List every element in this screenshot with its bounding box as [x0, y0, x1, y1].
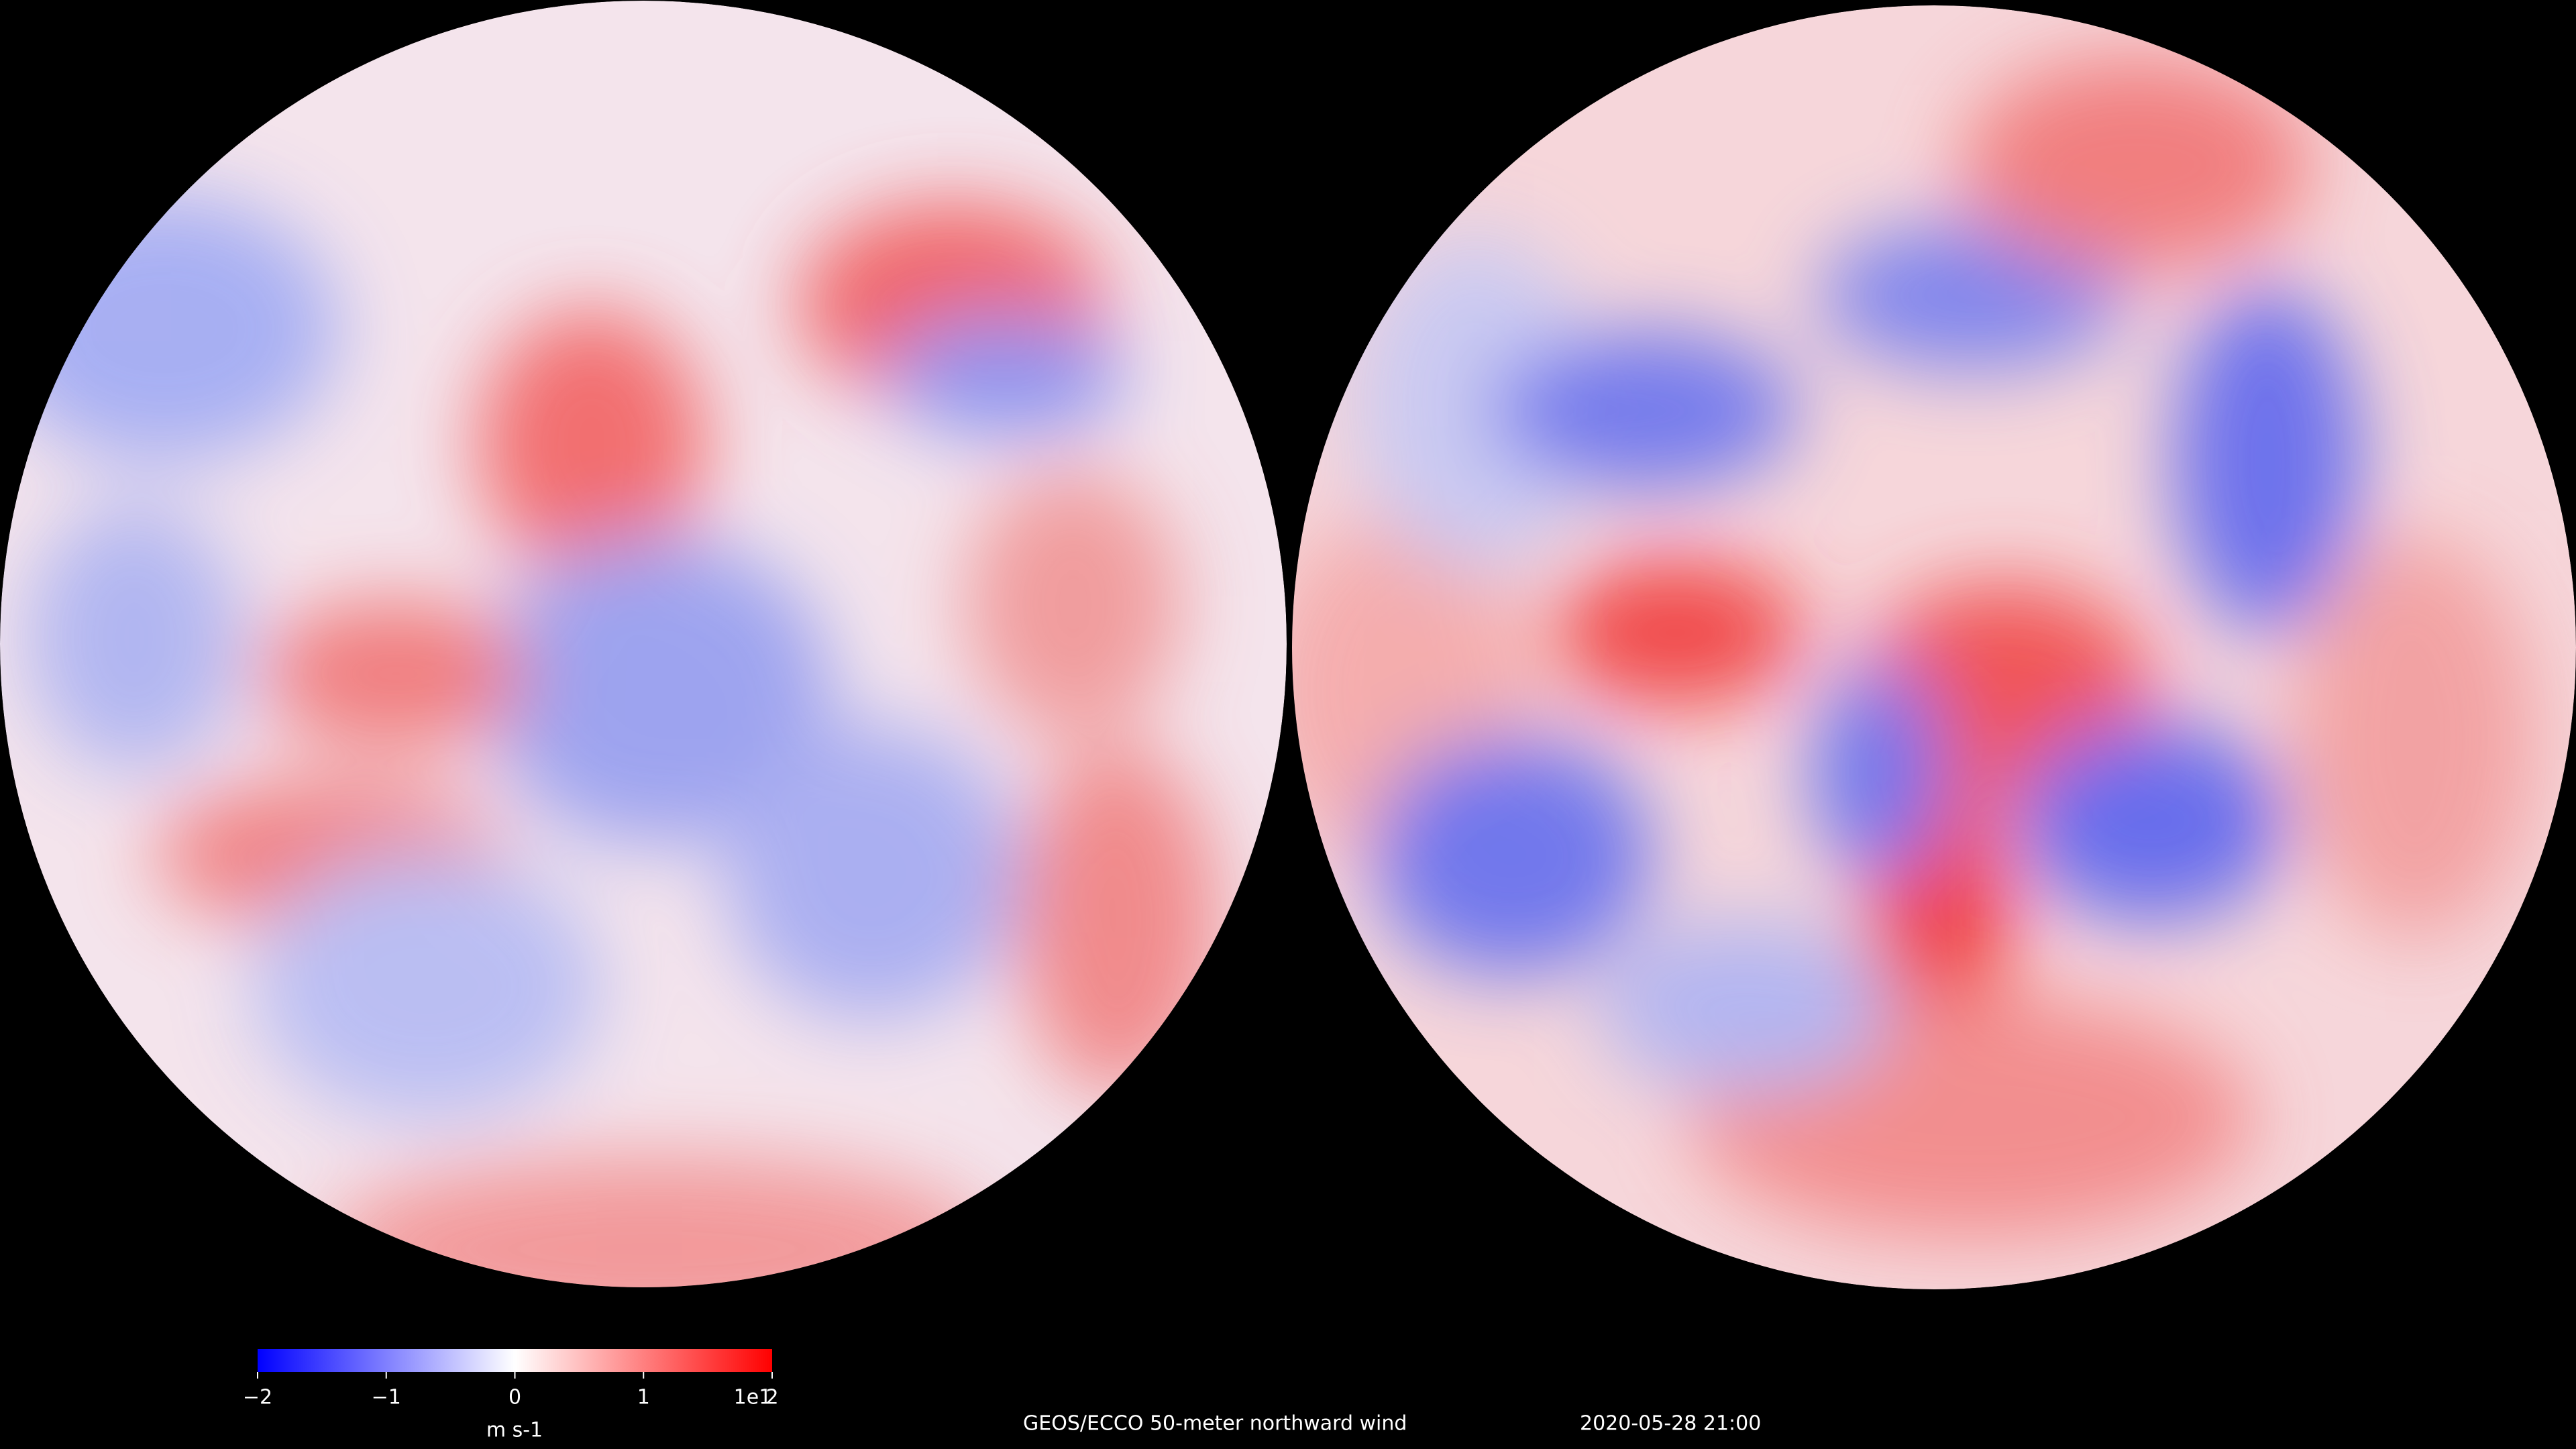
title: GEOS/ECCO 50-meter northward wind [1023, 1412, 1407, 1436]
colorbar-tick-label: −1 [372, 1386, 401, 1409]
colorbar-tick-label: 0 [508, 1386, 521, 1409]
colorbar-tick-label: 1 [637, 1386, 650, 1409]
colorbar-tick-label: −2 [243, 1386, 272, 1409]
colorbar-label: m s-1 [486, 1419, 543, 1442]
colorbar-offset-label: 1e1 [734, 1386, 772, 1409]
colorbar: −2 −1 0 1 2 [243, 1349, 779, 1409]
right-hemisphere [1292, 5, 2576, 1289]
colorbar-tick-label: 2 [765, 1386, 778, 1409]
timestamp: 2020-05-28 21:00 [1580, 1412, 1761, 1436]
colorbar-scale [258, 1349, 772, 1372]
